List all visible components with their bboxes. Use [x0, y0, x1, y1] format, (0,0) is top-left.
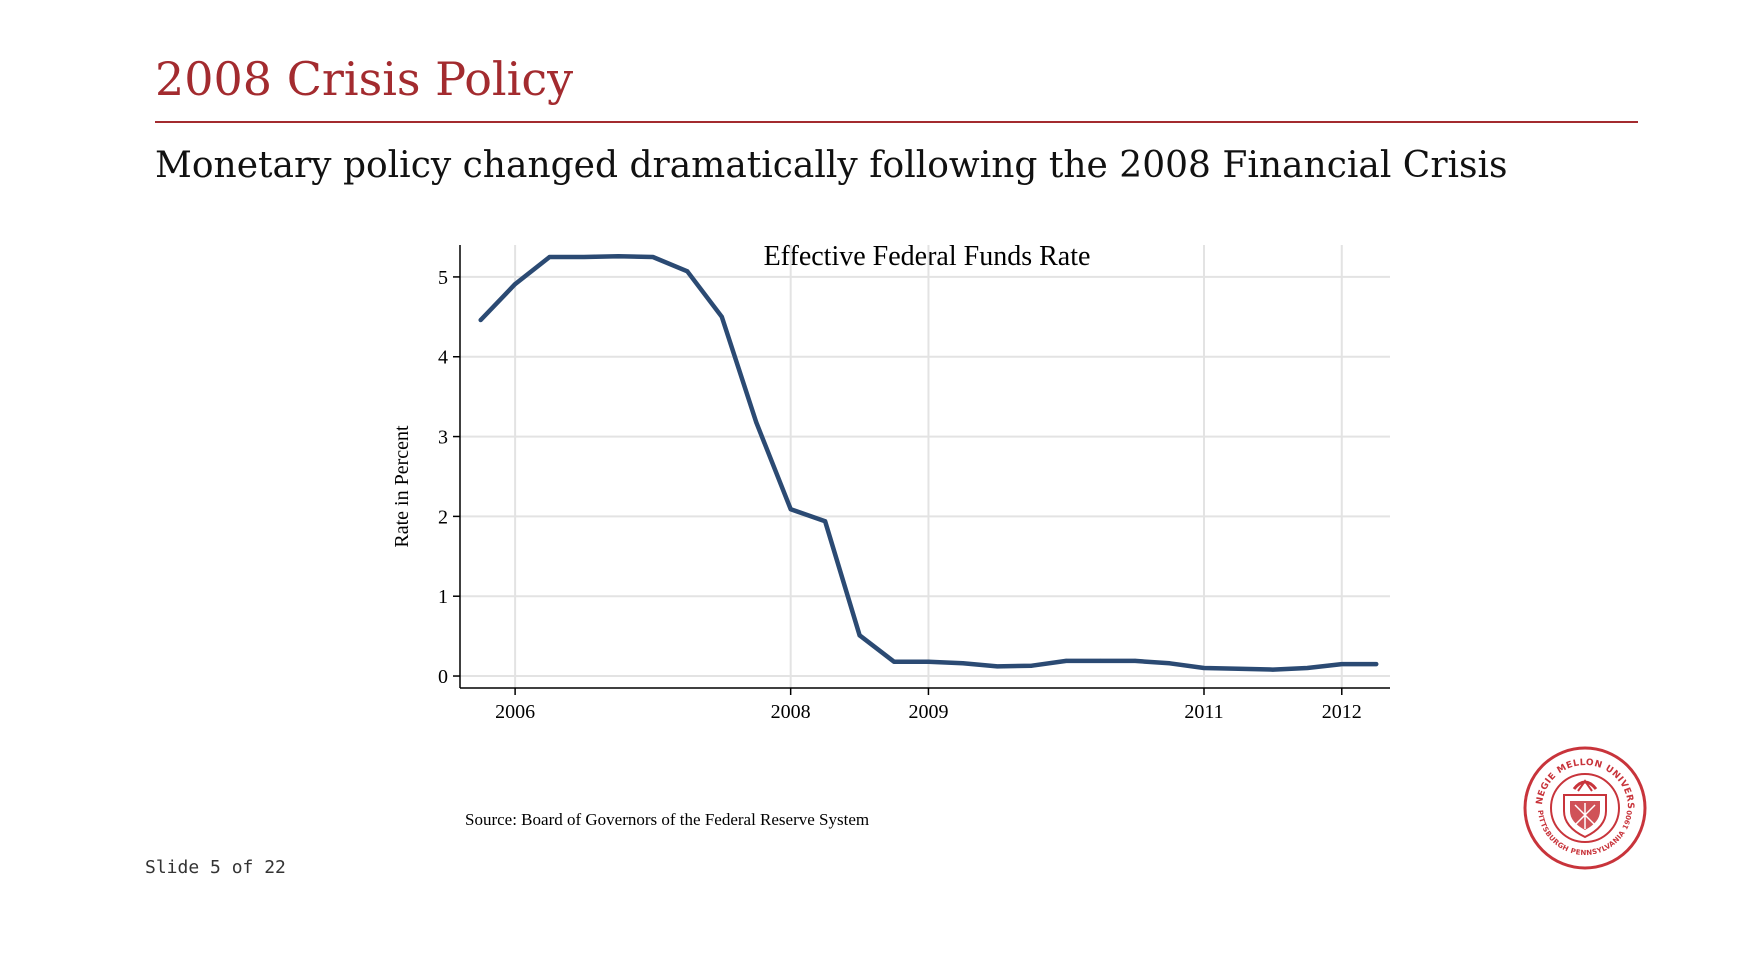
data-point [1099, 659, 1103, 663]
data-point [926, 660, 930, 664]
data-point [582, 255, 586, 259]
slide-counter: Slide 5 of 22 [145, 857, 286, 878]
data-point [858, 633, 862, 637]
y-tick-label: 1 [438, 586, 448, 608]
data-point [1305, 666, 1309, 670]
university-seal: CARNEGIE MELLON UNIVERSITY PITTSBURGH PE… [1522, 745, 1648, 871]
data-point [892, 660, 896, 664]
y-tick-label: 5 [438, 267, 448, 289]
slide-title: 2008 Crisis Policy [155, 52, 573, 106]
data-point [754, 420, 758, 424]
seal-logo-icon: CARNEGIE MELLON UNIVERSITY PITTSBURGH PE… [1522, 745, 1648, 871]
line-chart: Effective Federal Funds Rate 0 1 2 3 4 5 2006 2… [380, 225, 1420, 845]
data-point [616, 254, 620, 258]
y-tick-label: 4 [438, 347, 448, 369]
y-tick-label: 2 [438, 506, 448, 528]
y-tick-label: 0 [438, 666, 448, 688]
data-point [995, 664, 999, 668]
data-point [1030, 664, 1034, 668]
data-point [1374, 662, 1378, 666]
x-tick-label: 2011 [1184, 701, 1223, 723]
x-tick-label: 2009 [908, 701, 948, 723]
x-tick-label: 2012 [1322, 701, 1362, 723]
data-point [651, 255, 655, 259]
slide-subtitle: Monetary policy changed dramatically fol… [155, 145, 1508, 186]
title-divider [155, 121, 1638, 123]
data-point [1064, 659, 1068, 663]
data-point [548, 255, 552, 259]
x-tick-label: 2008 [771, 701, 811, 723]
data-point [1168, 661, 1172, 665]
y-tick-label: 3 [438, 427, 448, 449]
y-axis-label: Rate in Percent [391, 425, 413, 548]
data-point [823, 519, 827, 523]
source-note: Source: Board of Governors of the Federa… [465, 810, 869, 829]
data-point [685, 269, 689, 273]
data-point [720, 315, 724, 319]
data-point [789, 507, 793, 511]
chart-title: Effective Federal Funds Rate [764, 241, 1091, 272]
data-point [513, 282, 517, 286]
chart-axes: 0 1 2 3 4 5 2006 2008 2009 2011 2012 [438, 245, 1390, 723]
data-point [1271, 668, 1275, 672]
data-point [1340, 662, 1344, 666]
chart-container: Effective Federal Funds Rate 0 1 2 3 4 5 2006 2… [380, 225, 1420, 845]
data-point [1236, 667, 1240, 671]
data-point [1133, 659, 1137, 663]
data-point [961, 661, 965, 665]
chart-gridlines [460, 245, 1390, 688]
x-tick-label: 2006 [495, 701, 535, 723]
data-point [479, 318, 483, 322]
data-point [1202, 666, 1206, 670]
